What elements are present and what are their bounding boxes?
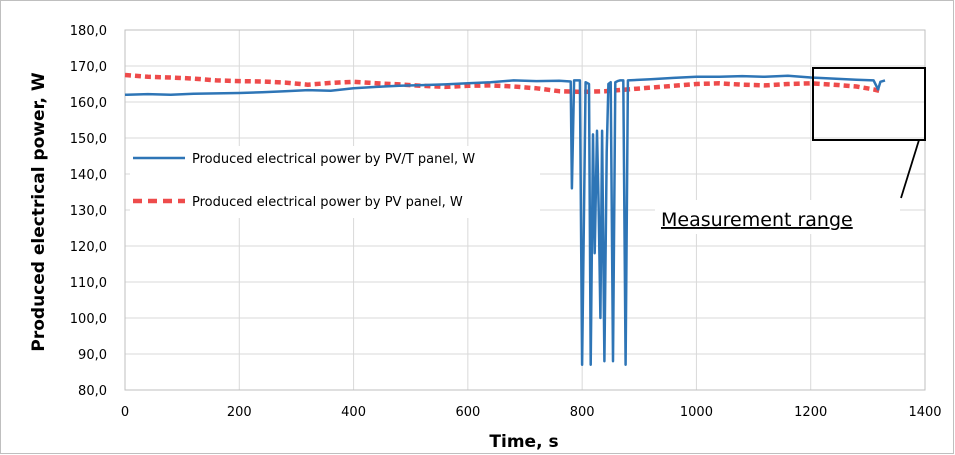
x-tick-label: 400 xyxy=(341,405,366,420)
measurement-range-label: Measurement range xyxy=(661,209,853,231)
y-tick-label: 150,0 xyxy=(70,132,107,147)
series-line-pvt xyxy=(124,74,886,367)
measurement-range-box xyxy=(812,67,926,141)
y-tick-label: 160,0 xyxy=(70,96,107,111)
y-tick-label: 130,0 xyxy=(70,204,107,219)
y-tick-label: 100,0 xyxy=(70,312,107,327)
y-tick-label: 170,0 xyxy=(70,60,107,75)
measurement-range-annotation: Measurement range xyxy=(655,67,926,234)
x-tick-label: 1200 xyxy=(794,405,827,420)
x-tick-label: 800 xyxy=(570,405,595,420)
legend-label-pvt: Produced electrical power by PV/T panel,… xyxy=(192,152,475,167)
legend-background xyxy=(130,146,540,218)
y-tick-label: 110,0 xyxy=(70,276,107,291)
y-axis-title: Produced electrical power, W xyxy=(29,72,49,351)
x-tick-label: 0 xyxy=(121,405,129,420)
y-tick-label: 180,0 xyxy=(70,24,107,39)
y-tick-label: 90,0 xyxy=(78,348,107,363)
x-axis-title: Time, s xyxy=(489,432,558,452)
x-tick-label: 1400 xyxy=(908,405,941,420)
x-tick-label: 1000 xyxy=(680,405,713,420)
plot-area-border xyxy=(124,29,926,391)
annotation-background xyxy=(655,200,900,234)
x-axis: 0 200 400 600 800 1000 1200 1400 xyxy=(121,405,942,420)
y-axis: 80,0 90,0 100,0 110,0 120,0 130,0 140,0 150,0 16… xyxy=(70,24,107,399)
x-tick-label: 200 xyxy=(227,405,252,420)
measurement-range-pointer xyxy=(900,139,920,199)
legend-label-pv: Produced electrical power by PV panel, W xyxy=(192,195,463,210)
legend: Produced electrical power by PV/T panel,… xyxy=(130,146,540,218)
y-tick-label: 80,0 xyxy=(78,384,107,399)
plot-border xyxy=(124,29,926,391)
x-tick-label: 600 xyxy=(455,405,480,420)
series-group xyxy=(124,72,886,367)
y-tick-label: 120,0 xyxy=(70,240,107,255)
y-tick-label: 140,0 xyxy=(70,168,107,183)
